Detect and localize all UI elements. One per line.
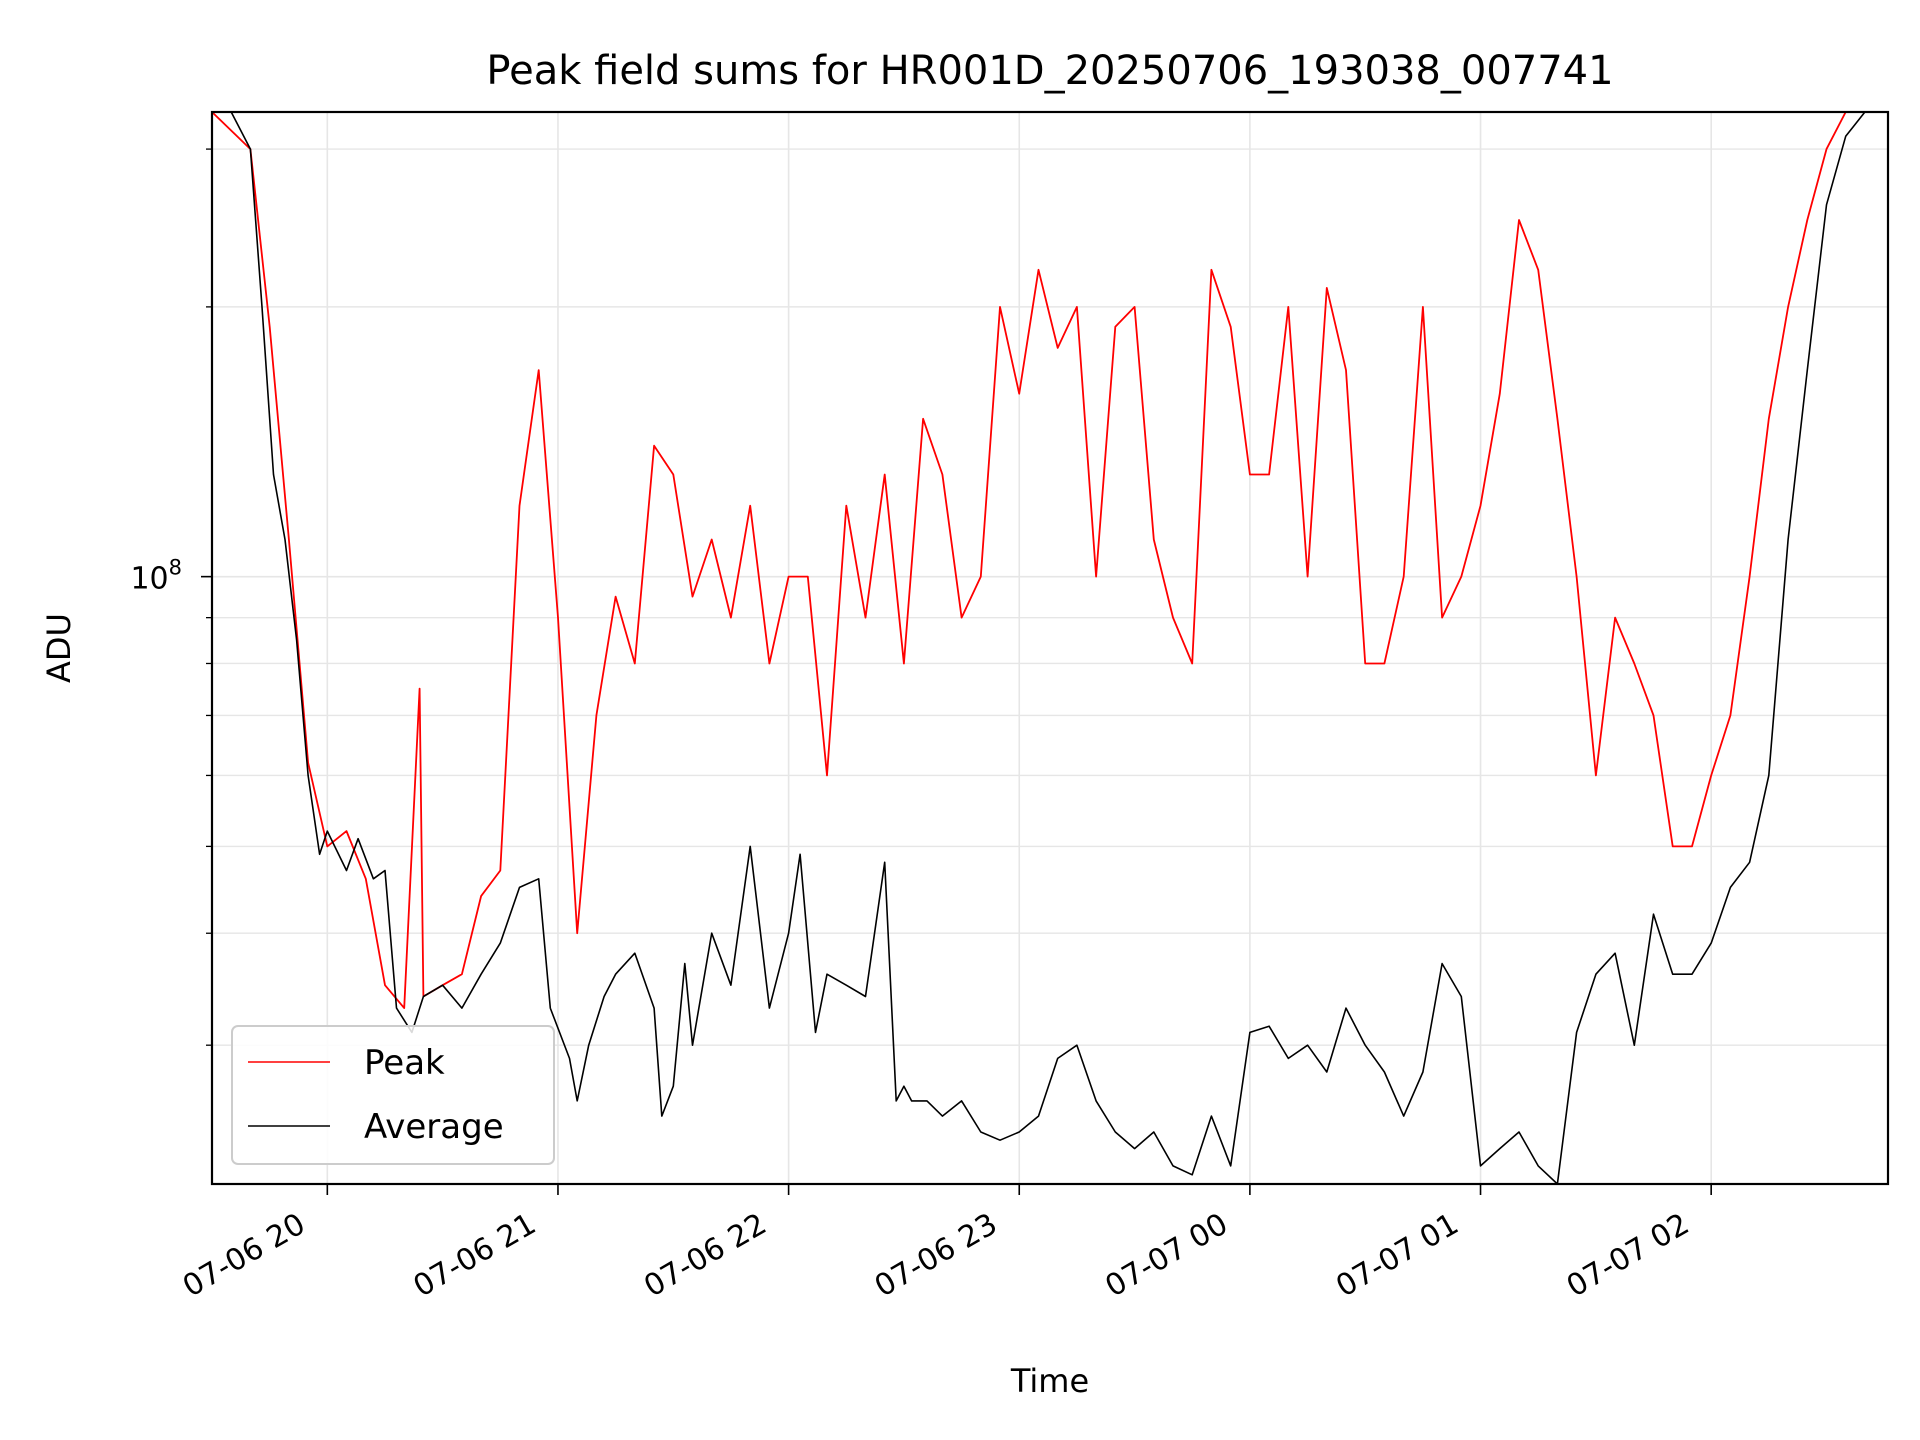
chart-title: Peak field sums for HR001D_20250706_1930… [486, 48, 1613, 94]
legend: Peak Average [231, 1025, 555, 1165]
average-series-line [212, 112, 1888, 1184]
legend-box [231, 1025, 555, 1165]
y-tick-exponent: 8 [169, 556, 182, 580]
series-layer [212, 112, 1888, 1184]
y-tick-label: 108 [130, 556, 182, 597]
legend-label-peak: Peak [364, 1043, 445, 1083]
legend-label-average: Average [364, 1107, 504, 1147]
peak-series-line [212, 112, 1888, 1009]
y-axis-title: ADU [40, 613, 78, 683]
plot-area-frame [210, 110, 1890, 1186]
x-axis-title: Time [1010, 1362, 1089, 1400]
